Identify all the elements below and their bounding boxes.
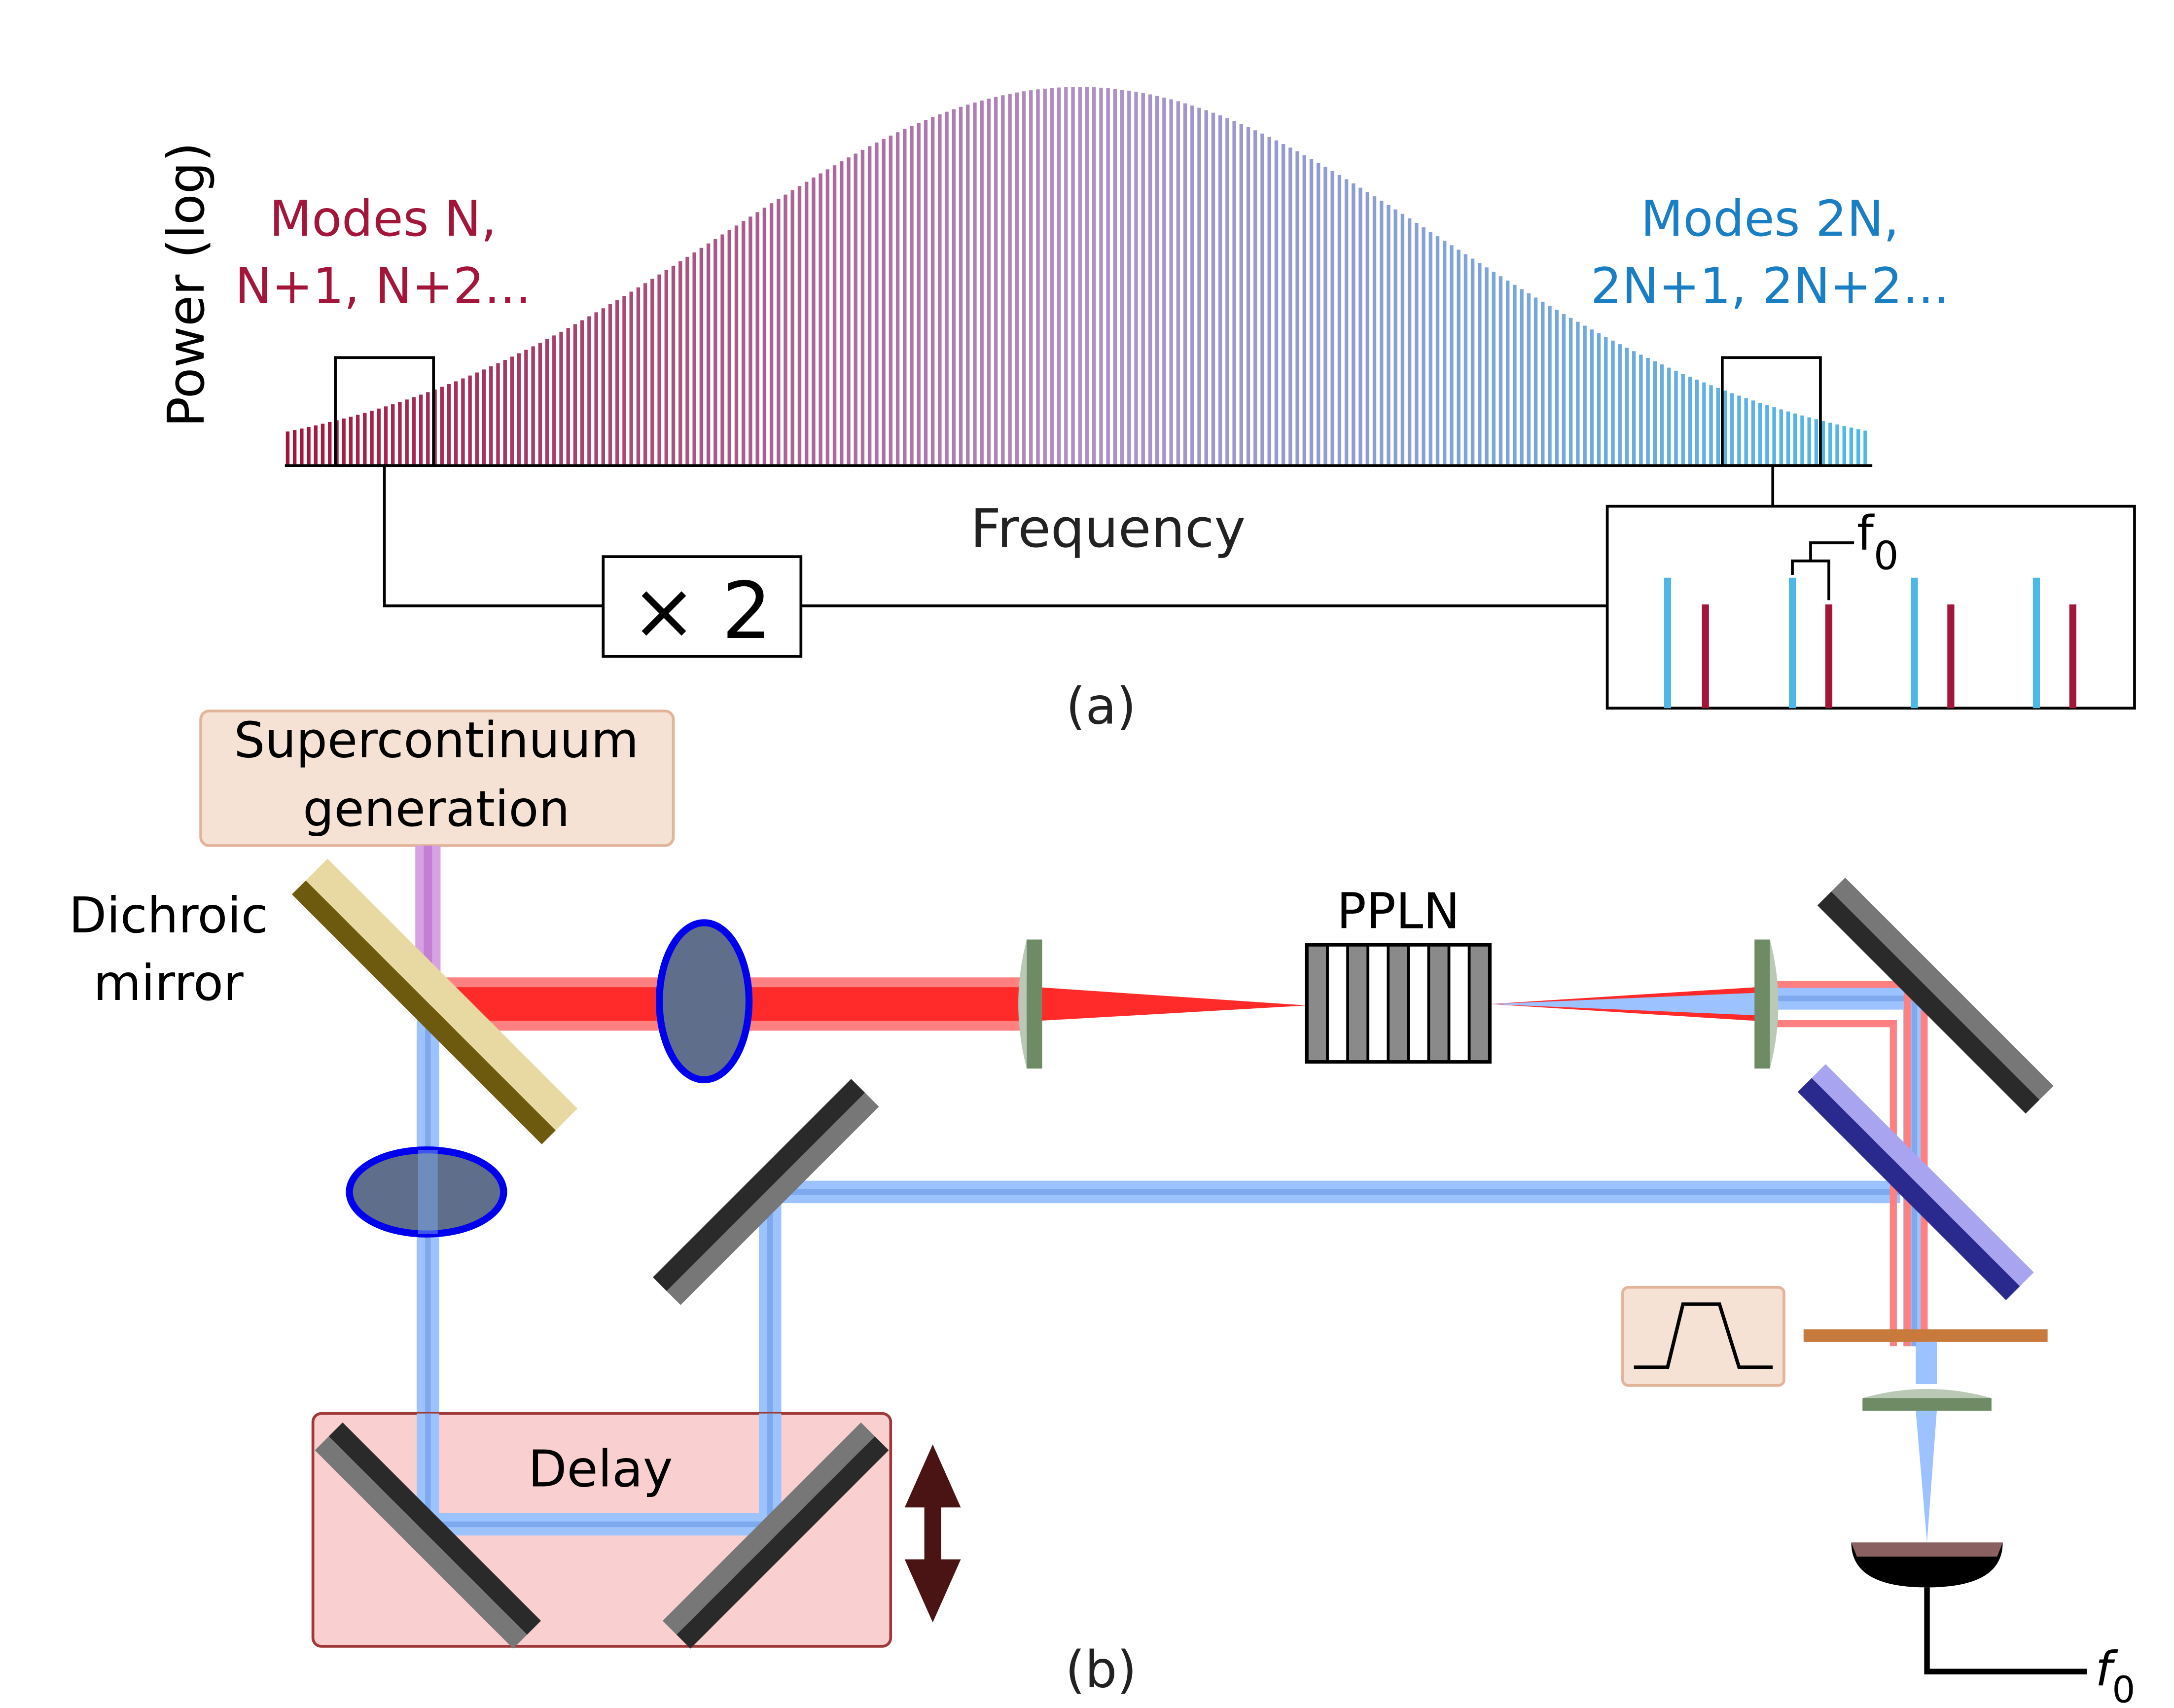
blue-beam-through-lens (418, 1150, 438, 1234)
zoom-inset-box (1605, 504, 2136, 710)
dichroic-mirror (291, 858, 578, 1144)
supercontinuum-label-line2: generation (303, 781, 570, 838)
panel-a: × 2 f0 Power (log) Frequency Modes N, N+… (157, 87, 2136, 736)
multiplier-label: × 2 (631, 565, 772, 657)
delay-mirror-left (315, 1422, 541, 1649)
bandpass-filter-plate (1803, 1329, 2048, 1342)
filter-passband-box (1621, 1285, 1785, 1387)
supercontinuum-label-line1: Supercontinuum (234, 712, 639, 769)
delay-translation-arrow[interactable] (904, 1444, 961, 1623)
panel-b-label: (b) (1066, 1640, 1137, 1699)
ppln-domain (1387, 944, 1410, 1063)
ppln-domain (1326, 944, 1350, 1063)
red-beam-focus-in (1037, 987, 1308, 1021)
y-axis-label: Power (log) (157, 142, 216, 427)
photodetector (1851, 1542, 2003, 1588)
collimating-lens-out (1754, 939, 1779, 1069)
ppln-domain (1467, 944, 1491, 1063)
delay-label: Delay (528, 1440, 673, 1499)
beam-combiner-mirror (1797, 1064, 2034, 1300)
detector-focusing-lens (1862, 1388, 1992, 1411)
ppln-domain (1366, 944, 1390, 1063)
filtered-beam (1916, 1342, 1937, 1385)
high-modes-label-line1: Modes 2N, (1640, 191, 1899, 248)
delay-mirror-right (662, 1422, 889, 1649)
x-axis-label: Frequency (970, 498, 1246, 560)
fold-mirror-top-right (1817, 877, 2054, 1114)
high-modes-label-line2: 2N+1, 2N+2... (1591, 258, 1949, 315)
ppln-domain (1346, 944, 1370, 1063)
panel-b: Supercontinuum generation Dich (69, 710, 2135, 1708)
red-beam-outline-2 (1767, 1020, 1897, 1347)
lens-horizontal-path (655, 919, 753, 1083)
ppln-domain (1407, 944, 1430, 1063)
high-mode-selection-box (1720, 356, 1822, 467)
multiplier-box (602, 555, 803, 658)
ppln-domain (1447, 944, 1471, 1063)
ppln-crystal (1305, 943, 1492, 1064)
panel-a-label: (a) (1066, 677, 1137, 736)
passband-shape (1634, 1302, 1773, 1369)
ppln-domain (1306, 944, 1329, 1063)
inset-comb-lines (1664, 577, 2076, 709)
doubling-path-line (383, 465, 604, 607)
comb-spectrum (285, 87, 1867, 464)
low-modes-label-line2: N+1, N+2... (235, 258, 532, 315)
offset-bracket-lead (1809, 541, 1854, 561)
supercontinuum-beam-core (424, 845, 432, 986)
dichroic-label-line2: mirror (94, 955, 244, 1012)
dichroic-label-line1: Dichroic (69, 888, 268, 944)
low-modes-label-line1: Modes N, (269, 191, 497, 248)
focusing-lens-in (1018, 939, 1042, 1069)
ppln-label: PPLN (1337, 884, 1460, 940)
delay-beam-core (425, 1413, 773, 1528)
output-signal-label: f0 (2095, 1641, 2135, 1708)
ppln-poling-stripes (1306, 944, 1491, 1063)
fold-mirror-delay-top (652, 1079, 879, 1305)
ppln-domain (1427, 944, 1451, 1063)
blue-beam-focus-out (1489, 993, 1756, 1016)
focused-beam-to-detector (1916, 1411, 1937, 1543)
detector-output-wire (1924, 1587, 2087, 1674)
offset-label: f0 (1857, 505, 1899, 579)
